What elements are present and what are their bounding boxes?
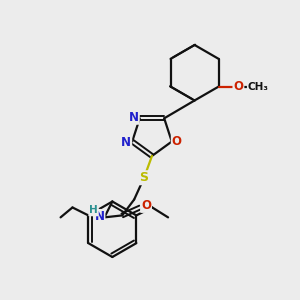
Text: CH₃: CH₃: [248, 82, 269, 92]
Text: N: N: [94, 210, 104, 223]
Text: O: O: [141, 199, 151, 212]
Text: O: O: [233, 80, 243, 93]
Text: H: H: [89, 206, 98, 215]
Text: O: O: [172, 135, 182, 148]
Text: S: S: [140, 171, 148, 184]
Text: N: N: [121, 136, 131, 149]
Text: N: N: [129, 111, 139, 124]
